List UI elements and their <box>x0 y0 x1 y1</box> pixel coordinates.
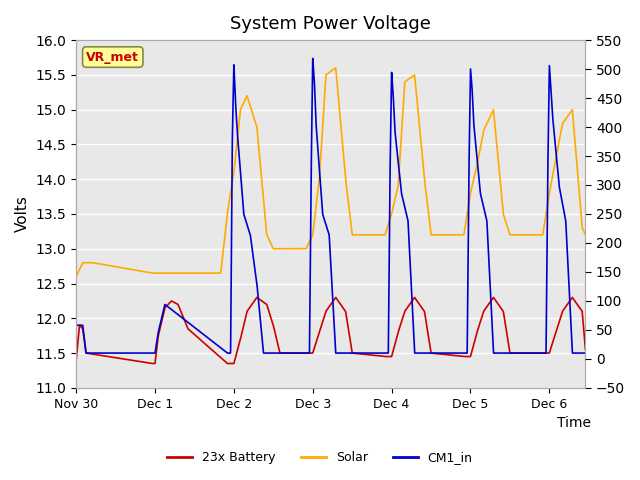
Y-axis label: Volts: Volts <box>15 195 30 232</box>
X-axis label: Time: Time <box>557 416 591 430</box>
Text: VR_met: VR_met <box>86 50 140 63</box>
Title: System Power Voltage: System Power Voltage <box>230 15 431 33</box>
Legend: 23x Battery, Solar, CM1_in: 23x Battery, Solar, CM1_in <box>163 446 477 469</box>
